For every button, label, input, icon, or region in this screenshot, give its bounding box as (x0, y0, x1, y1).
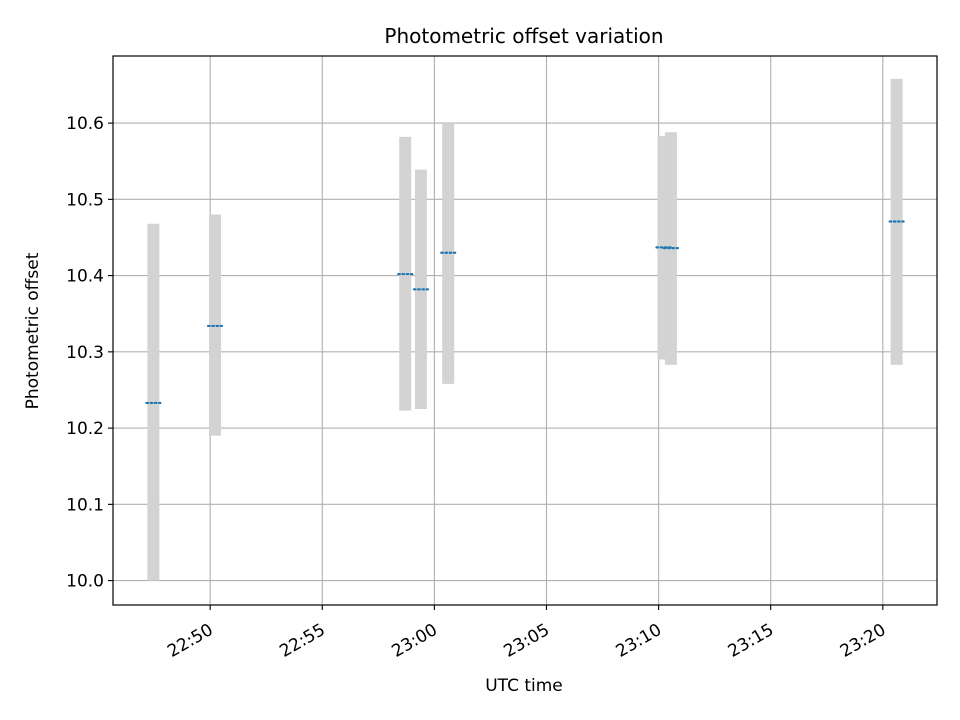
y-tick-label: 10.3 (66, 343, 104, 363)
y-tick-label: 10.0 (66, 572, 104, 592)
x-tick-label: 22:55 (276, 620, 328, 662)
x-tick-label: 23:10 (613, 620, 665, 662)
y-axis-ticks: 10.0 10.1 10.2 10.3 10.4 10.5 10.6 (66, 114, 113, 592)
x-axis-ticks: 22:50 22:55 23:00 23:05 23:10 23:15 23:20 (164, 605, 889, 662)
y-tick-label: 10.5 (66, 190, 104, 210)
error-bar (399, 136, 412, 411)
x-tick-label: 23:20 (837, 620, 889, 662)
y-tick-label: 10.6 (66, 114, 104, 134)
plot-frame (112, 55, 938, 606)
x-tick-label: 22:50 (164, 620, 216, 662)
x-tick-label: 23:05 (501, 620, 553, 662)
y-tick-label: 10.1 (66, 495, 104, 515)
error-bar (890, 78, 903, 365)
data-points (145, 220, 905, 405)
error-bar (664, 132, 677, 365)
error-bars (147, 78, 903, 581)
chart-title: Photometric offset variation (384, 24, 663, 48)
error-bar (209, 214, 222, 436)
error-bar (414, 169, 427, 410)
y-tick-label: 10.2 (66, 419, 104, 439)
x-tick-label: 23:15 (725, 620, 777, 662)
x-axis-label: UTC time (485, 676, 563, 696)
x-tick-label: 23:00 (388, 620, 440, 662)
grid (113, 56, 937, 605)
error-bar (442, 123, 455, 384)
error-bar (147, 223, 160, 581)
y-tick-label: 10.4 (66, 267, 104, 287)
y-axis-label: Photometric offset (23, 252, 43, 409)
